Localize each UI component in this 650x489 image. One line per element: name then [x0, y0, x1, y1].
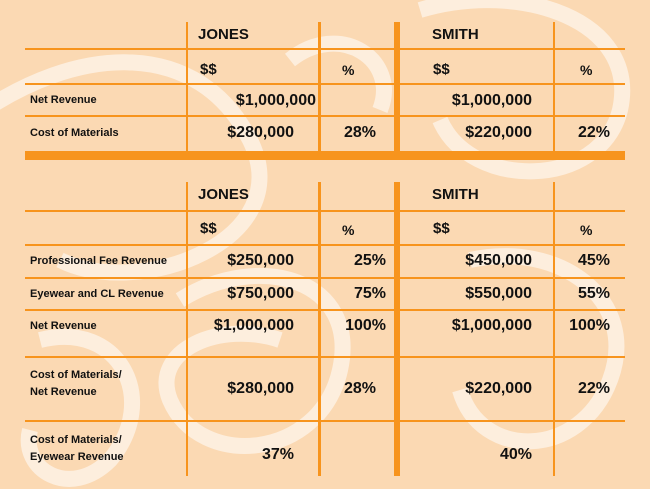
- table2-row-label: Professional Fee Revenue: [30, 255, 167, 267]
- table1-vline-2: [318, 22, 321, 151]
- table1-smith-percent-header: %: [580, 62, 593, 78]
- table1-smith-amount: $220,000: [465, 124, 532, 141]
- table2-jones-dollars-header: $$: [200, 220, 217, 237]
- table2-header-divider: [25, 210, 625, 212]
- section-divider-bar: [25, 151, 625, 160]
- table1-row-label: Net Revenue: [30, 94, 97, 106]
- table1-vline-center: [394, 22, 400, 151]
- table2-row-label-line2: Eyewear Revenue: [30, 451, 124, 463]
- table1-jones-percent-header: %: [342, 62, 355, 78]
- table2-row-label-line1: Cost of Materials/: [30, 369, 122, 381]
- table1-jones-dollars-header: $$: [200, 61, 217, 78]
- table2-row-label-line1: Cost of Materials/: [30, 434, 122, 446]
- table2-smith-dollars-header: $$: [433, 220, 450, 237]
- table2-row-divider: [25, 277, 625, 279]
- table2-smith-amount: $1,000,000: [451, 317, 532, 334]
- table2-smith-percent: 100%: [569, 317, 610, 334]
- table1-smith-header: SMITH: [432, 26, 479, 43]
- table2-row-label: Eyewear and CL Revenue: [30, 288, 164, 300]
- table2-jones-amount: $280,000: [227, 380, 294, 397]
- table1-vline-3: [553, 22, 555, 151]
- table1-smith-dollars-header: $$: [433, 61, 450, 78]
- table1-jones-header: JONES: [198, 26, 249, 43]
- table1-jones-amount: $1,000,000: [235, 92, 316, 109]
- table2-smith-percent: 22%: [577, 380, 610, 397]
- table2-jones-percent-header: %: [342, 222, 355, 238]
- table2-jones-percent: 28%: [343, 380, 376, 397]
- table2-smith-header: SMITH: [432, 186, 479, 203]
- table2-smith-ratio: 40%: [499, 446, 532, 463]
- table2-vline-center: [394, 182, 400, 476]
- table2-jones-percent: 75%: [353, 285, 386, 302]
- table1-smith-amount: $1,000,000: [451, 92, 532, 109]
- table2-row-divider: [25, 356, 625, 358]
- table2-vline-1: [186, 182, 188, 476]
- table1-vline-1: [186, 22, 188, 151]
- table1-header-divider: [25, 48, 625, 50]
- table2-smith-amount: $220,000: [465, 380, 532, 397]
- table1-row-label: Cost of Materials: [30, 127, 119, 139]
- table2-smith-percent: 45%: [577, 252, 610, 269]
- table1-jones-amount: $280,000: [227, 124, 294, 141]
- table2-row-divider: [25, 309, 625, 311]
- table2-row-divider: [25, 420, 625, 422]
- table1-jones-percent: 28%: [343, 124, 376, 141]
- table1-row-divider: [25, 115, 625, 117]
- table2-smith-percent-header: %: [580, 222, 593, 238]
- table2-jones-amount: $250,000: [227, 252, 294, 269]
- table2-jones-percent: 100%: [345, 317, 386, 334]
- table2-jones-header: JONES: [198, 186, 249, 203]
- table1-smith-percent: 22%: [577, 124, 610, 141]
- table2-jones-percent: 25%: [353, 252, 386, 269]
- table2-vline-3: [553, 182, 555, 476]
- table2-jones-amount: $750,000: [227, 285, 294, 302]
- table1-subheader-divider: [25, 83, 625, 85]
- table2-subheader-divider: [25, 244, 625, 246]
- table2-smith-amount: $450,000: [465, 252, 532, 269]
- table2-vline-2: [318, 182, 321, 476]
- table2-jones-ratio: 37%: [261, 446, 294, 463]
- table2-jones-amount: $1,000,000: [213, 317, 294, 334]
- table2-row-label-line2: Net Revenue: [30, 386, 97, 398]
- table2-row-label: Net Revenue: [30, 320, 97, 332]
- table2-smith-percent: 55%: [577, 285, 610, 302]
- table2-smith-amount: $550,000: [465, 285, 532, 302]
